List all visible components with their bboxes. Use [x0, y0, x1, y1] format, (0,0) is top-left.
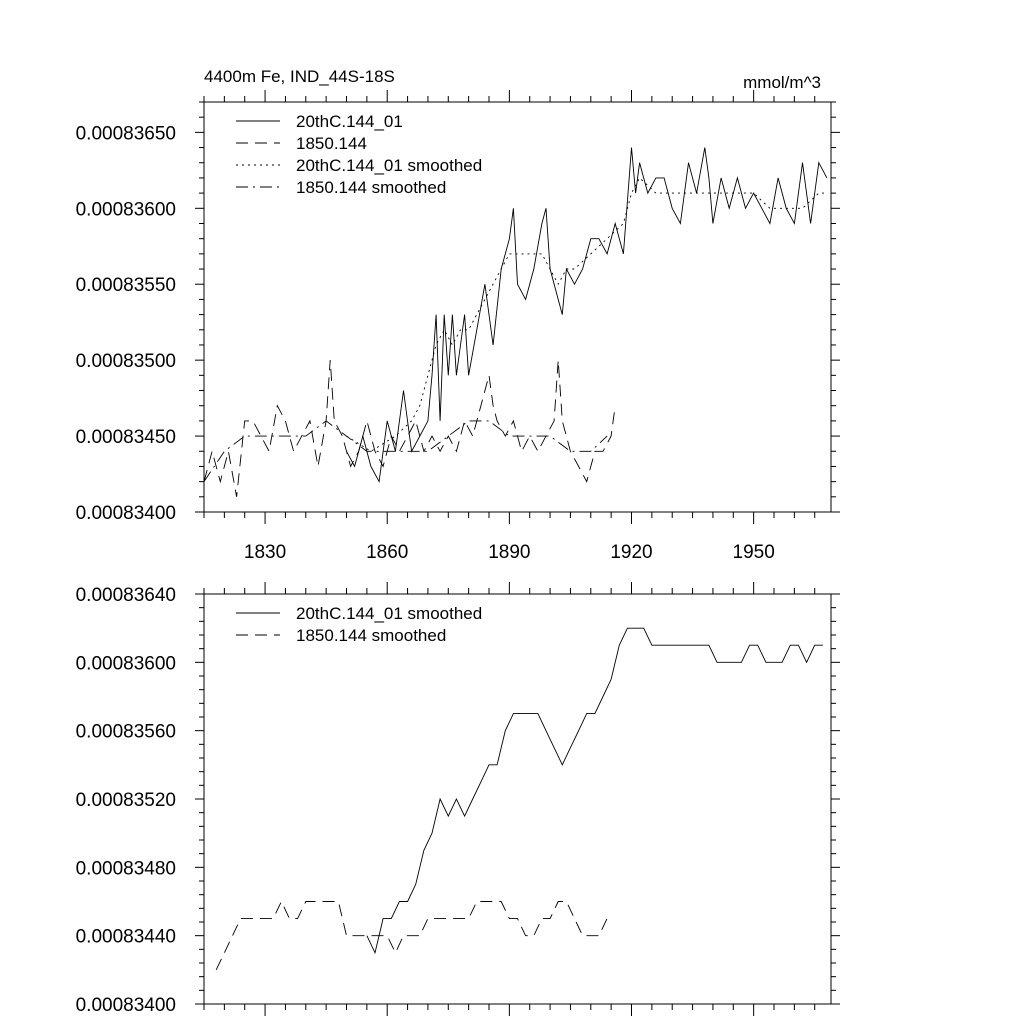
y-tick-label: 0.00083640: [76, 585, 176, 606]
y-tick-label: 0.00083600: [76, 653, 176, 674]
y-tick-label: 0.00083520: [76, 790, 176, 811]
legend-label: 1850.144: [296, 134, 367, 153]
legend-label: 20thC.144_01 smoothed: [296, 156, 482, 175]
series-line-1850-144-smoothed: [215, 900, 608, 970]
y-tick-label: 0.00083650: [76, 123, 176, 144]
x-tick-label: 1860: [366, 542, 408, 563]
y-tick-label: 0.00083560: [76, 722, 176, 743]
y-tick-label: 0.00083450: [76, 427, 176, 448]
top-panel: 0.00083400 0.00083450 0.00083500 0.00083550…: [76, 67, 840, 563]
legend-label: 20thC.144_01 smoothed: [296, 604, 482, 623]
y-tick-label: 0.00083600: [76, 199, 176, 220]
bottom-panel: 0.00083400 0.00083440 0.00083480 0.00083520…: [76, 582, 840, 1016]
units-label: mmol/m^3: [743, 73, 821, 92]
x-tick-label: 1950: [733, 542, 775, 563]
legend-label: 20thC.144_01: [296, 112, 403, 131]
y-tick-label: 0.00083400: [76, 995, 176, 1016]
y-tick-label: 0.00083480: [76, 858, 176, 879]
series-line-1850-144-smoothed: [204, 420, 608, 482]
series-line-20thc-144-01-smoothed: [346, 177, 827, 452]
series-line-1850-144: [204, 360, 616, 497]
legend-label: 1850.144 smoothed: [296, 626, 446, 645]
x-tick-label: 1830: [244, 542, 286, 563]
plot-frame: [203, 101, 832, 513]
x-tick-label: 1890: [488, 542, 530, 563]
chart-title: 4400m Fe, IND_44S-18S: [204, 67, 395, 86]
legend-label: 1850.144 smoothed: [296, 178, 446, 197]
y-tick-label: 0.00083550: [76, 275, 176, 296]
series-line-20thc-144-01-smoothed: [366, 627, 823, 955]
y-tick-label: 0.00083400: [76, 503, 176, 524]
y-tick-label: 0.00083500: [76, 351, 176, 372]
x-tick-label: 1920: [610, 542, 652, 563]
plot-frame: [203, 593, 832, 1005]
y-tick-label: 0.00083440: [76, 927, 176, 948]
